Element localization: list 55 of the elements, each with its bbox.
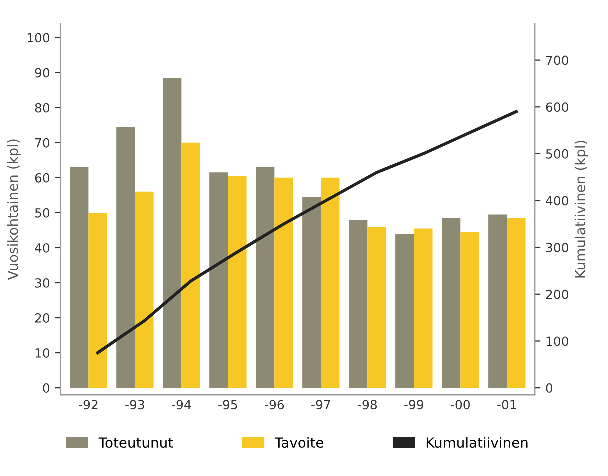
y2-tick-label: 600 xyxy=(546,102,568,112)
y-tick-label: 10 xyxy=(36,348,50,358)
bar xyxy=(256,167,275,388)
y2-tick-label: 100 xyxy=(546,336,568,346)
bar xyxy=(396,234,414,388)
y2-tick-label: 400 xyxy=(546,196,568,206)
y-tick-label: 100 xyxy=(28,33,50,43)
y2-tick-label: 500 xyxy=(546,149,568,159)
y2-tick-label: 0 xyxy=(546,384,553,393)
legend-label: Tavoite xyxy=(274,437,324,448)
bar xyxy=(442,218,461,388)
x-tick-label: -01 xyxy=(498,400,516,410)
legend-label: Toteutunut xyxy=(98,438,174,448)
y-tick-label: 80 xyxy=(35,103,50,113)
bar xyxy=(210,172,228,388)
bar xyxy=(135,192,154,388)
bar xyxy=(70,167,89,388)
bar xyxy=(349,220,368,388)
bar xyxy=(88,212,108,388)
x-tick-label: -93 xyxy=(126,400,144,410)
y2-tick-label: 300 xyxy=(546,243,568,253)
x-tick-label: -99 xyxy=(404,400,424,410)
y-tick-label: 90 xyxy=(35,68,50,78)
bar xyxy=(274,178,294,388)
y-tick-label: 40 xyxy=(35,243,50,253)
y-axis-title: Vuosikohtainen (kpl) xyxy=(8,140,21,280)
y-tick-label: 30 xyxy=(35,278,50,288)
bar xyxy=(116,127,136,388)
bar xyxy=(368,226,386,388)
x-tick-label: -97 xyxy=(312,400,330,410)
legend-label: Kumulatiivinen xyxy=(426,437,528,448)
x-tick-label: -94 xyxy=(172,400,192,410)
bar xyxy=(163,78,182,388)
y2-axis-title: Kumulatiivinen (kpl) xyxy=(574,140,588,278)
y-tick-label: 20 xyxy=(35,313,50,323)
y-tick-label: 50 xyxy=(35,208,50,218)
line-series xyxy=(96,110,518,354)
x-tick-label: -00 xyxy=(451,400,470,410)
x-tick-label: -96 xyxy=(265,400,284,410)
x-tick-label: -95 xyxy=(218,400,238,410)
bar xyxy=(182,142,200,388)
y-tick-label: 0 xyxy=(43,384,50,393)
bar xyxy=(460,232,480,388)
y-tick-label: 60 xyxy=(35,173,50,183)
bar xyxy=(302,197,322,388)
x-tick-label: -98 xyxy=(358,400,378,410)
bar xyxy=(228,176,247,388)
bar xyxy=(488,214,508,388)
y-tick-label: 70 xyxy=(36,138,50,148)
y2-tick-label: 700 xyxy=(546,56,568,66)
x-tick-label: -92 xyxy=(79,400,98,410)
bar xyxy=(321,178,340,388)
bar xyxy=(414,228,433,388)
y2-tick-label: 200 xyxy=(546,290,568,300)
bar xyxy=(507,218,526,388)
